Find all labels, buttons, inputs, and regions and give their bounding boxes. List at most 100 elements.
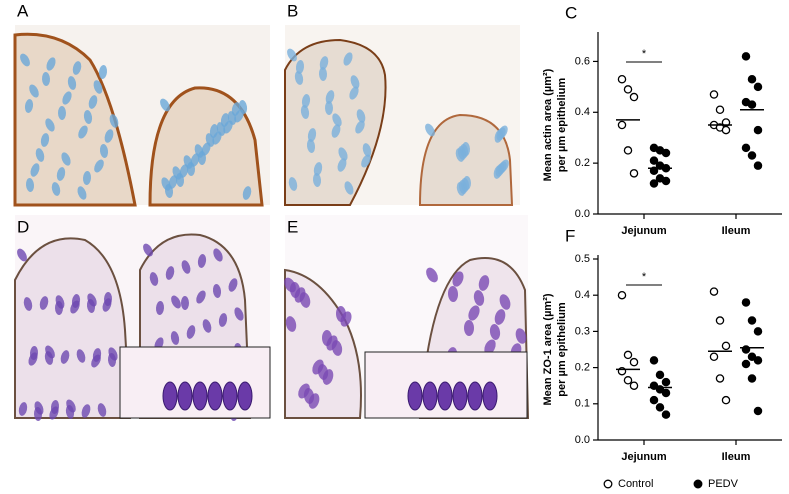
nucleus <box>482 381 498 411</box>
nucleus <box>301 94 311 108</box>
nucleus <box>220 113 230 127</box>
data-point <box>661 410 671 419</box>
nucleus <box>82 171 92 185</box>
nucleus <box>72 61 82 75</box>
y-tick-label: 0.1 <box>575 398 590 410</box>
significance-star: * <box>642 271 647 283</box>
nucleus <box>56 167 66 181</box>
nucleus <box>81 404 91 418</box>
nucleus <box>294 71 304 85</box>
nucleus <box>234 307 244 321</box>
nucleus <box>319 56 329 70</box>
data-point <box>629 169 639 178</box>
nucleus <box>331 124 341 138</box>
nucleus <box>103 292 113 306</box>
nucleus <box>76 349 86 363</box>
nucleus <box>515 328 527 344</box>
y-tick-label: 0.0 <box>575 208 590 220</box>
nucleus <box>340 311 352 327</box>
nucleus <box>168 175 178 189</box>
nucleus <box>67 76 77 90</box>
data-point <box>655 403 665 412</box>
nucleus <box>332 113 342 127</box>
nucleus <box>456 182 466 196</box>
y-tick-label: 0.0 <box>575 434 590 446</box>
nucleus <box>242 186 252 200</box>
y-tick-label: 0.2 <box>575 362 590 374</box>
nucleus <box>452 381 468 411</box>
nucleus <box>25 178 35 192</box>
data-point <box>753 327 763 336</box>
nucleus <box>162 381 178 411</box>
nucleus <box>212 284 222 298</box>
nucleus <box>209 124 219 138</box>
nucleus <box>30 163 40 177</box>
nucleus <box>468 305 480 321</box>
panel-label: A <box>17 1 29 20</box>
nucleus <box>362 143 372 157</box>
nucleus <box>307 128 317 142</box>
nucleus <box>51 182 61 196</box>
panel-label: C <box>565 3 577 22</box>
panel-label: D <box>17 217 29 236</box>
y-tick-label: 0.4 <box>575 289 590 301</box>
nucleus <box>494 129 504 143</box>
nucleus <box>78 125 88 139</box>
data-point <box>649 356 659 365</box>
chart-f: F Mean ZO-1 area (µm²) per µm epithelium 0.… <box>542 226 782 490</box>
nucleus <box>181 260 191 274</box>
nucleus <box>344 181 354 195</box>
data-point <box>617 74 627 84</box>
data-point <box>709 287 719 296</box>
data-point <box>623 376 633 385</box>
nucleus <box>473 290 485 306</box>
data-point <box>709 90 719 99</box>
data-point <box>753 82 763 92</box>
nucleus <box>57 106 67 120</box>
y-tick-label: 0.3 <box>575 325 590 337</box>
legend-marker <box>603 479 613 489</box>
nucleus <box>34 401 44 415</box>
nucleus <box>155 301 165 315</box>
data-point <box>753 356 763 365</box>
data-point <box>661 176 671 186</box>
nucleus <box>50 400 60 414</box>
data-point <box>661 377 671 387</box>
data-point <box>617 290 627 300</box>
nucleus <box>308 393 320 409</box>
panel-label: F <box>565 226 575 245</box>
nucleus <box>447 286 459 302</box>
nucleus <box>467 381 483 411</box>
x-tick-label: Jejunum <box>621 225 666 237</box>
villus <box>14 237 132 419</box>
nucleus <box>55 295 65 309</box>
data-point <box>715 105 725 114</box>
nucleus <box>426 267 438 283</box>
nucleus <box>98 65 108 79</box>
y-tick-label: 0.2 <box>575 157 590 169</box>
y-tick-label: 0.6 <box>575 55 590 67</box>
nucleus <box>160 98 170 112</box>
nucleus <box>493 165 503 179</box>
nucleus <box>306 139 316 153</box>
nucleus <box>190 153 200 167</box>
data-point <box>741 359 751 369</box>
villus <box>418 113 514 206</box>
data-point <box>741 52 751 61</box>
nucleus <box>29 84 39 98</box>
nucleus <box>196 290 206 304</box>
nucleus <box>20 53 30 67</box>
nucleus <box>186 325 196 339</box>
nucleus <box>109 114 119 128</box>
nucleus <box>83 110 93 124</box>
data-point <box>709 352 719 361</box>
nucleus <box>318 67 328 81</box>
nucleus <box>407 381 423 411</box>
nucleus <box>71 294 81 308</box>
nucleus <box>285 316 297 332</box>
data-point <box>661 148 671 158</box>
data-point <box>649 395 659 405</box>
nucleus <box>88 95 98 109</box>
panel-label: E <box>287 217 298 236</box>
nucleus <box>66 399 76 413</box>
